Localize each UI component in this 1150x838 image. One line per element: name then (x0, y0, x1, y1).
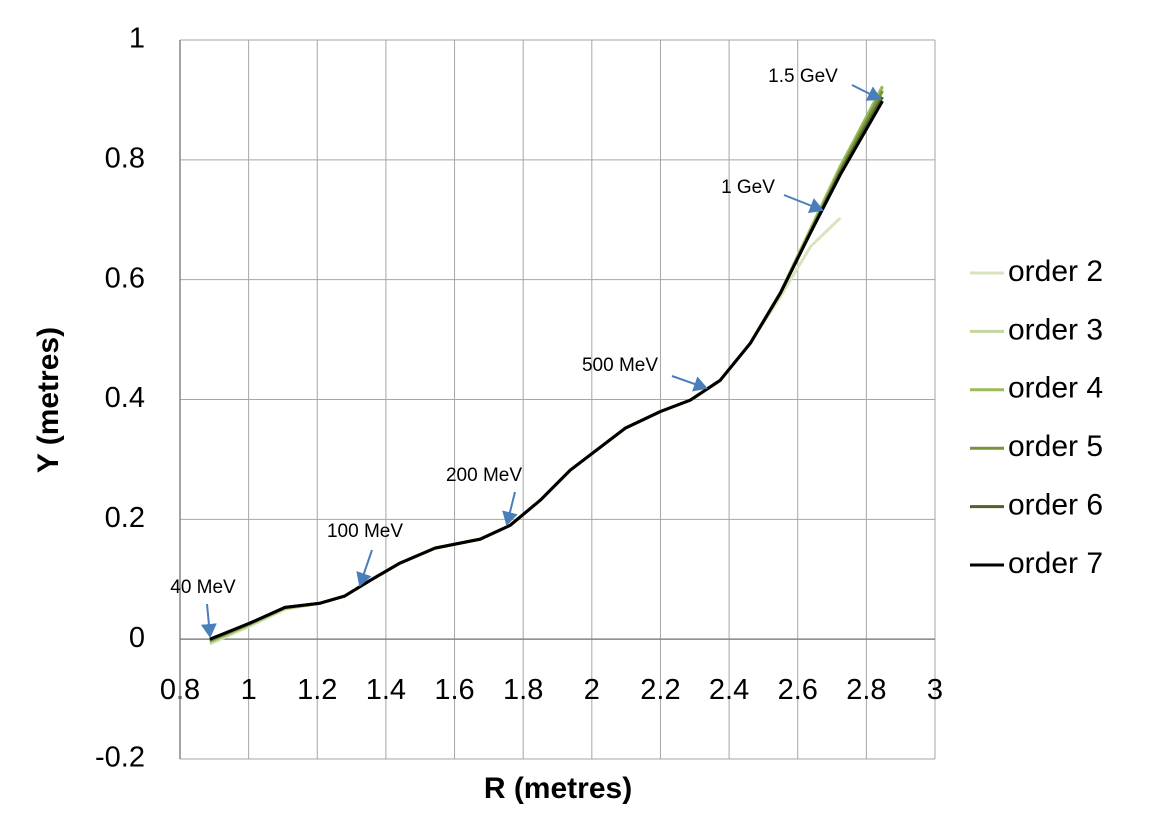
legend-label: order 6 (1008, 489, 1103, 522)
y-tick-label: 0.6 (105, 262, 145, 294)
annotation: 1.5 GeV (768, 66, 838, 87)
x-tick-label: 1.6 (434, 674, 474, 706)
x-tick-label: 1.4 (366, 674, 406, 706)
annotation: 100 MeV (327, 521, 403, 542)
annotation-arrow (356, 549, 373, 587)
legend-label: order 4 (1008, 372, 1103, 405)
annotation-arrow (502, 491, 518, 526)
series-line (209, 85, 884, 643)
legend-label: order 5 (1008, 430, 1103, 463)
y-tick-label: 0.8 (105, 142, 145, 174)
annotation-arrow (851, 84, 882, 101)
series-line (209, 216, 842, 646)
series-line (209, 100, 884, 641)
legend-label: order 7 (1008, 547, 1103, 580)
x-tick-label: 2.2 (640, 674, 680, 706)
annotation-arrow (200, 603, 217, 638)
annotation: 40 MeV (170, 577, 236, 598)
series-line (209, 87, 884, 645)
series-line (209, 90, 884, 642)
x-axis-label: R (metres) (484, 772, 632, 805)
x-tick-label: 1.8 (503, 674, 543, 706)
annotation: 1 GeV (721, 177, 775, 198)
x-tick-label: 2 (584, 674, 600, 706)
y-axis-label: Y (metres) (32, 327, 65, 473)
y-tick-label: 1 (129, 23, 145, 55)
annotation: 200 MeV (446, 465, 522, 486)
annotation-arrow (671, 375, 708, 392)
annotation: 500 MeV (582, 355, 658, 376)
y-tick-label: 0.4 (105, 382, 145, 414)
legend-label: order 2 (1008, 255, 1103, 288)
x-tick-label: 2.6 (778, 674, 818, 706)
x-tick-label: 2.8 (846, 674, 886, 706)
series-line (209, 96, 884, 642)
legend-label: order 3 (1008, 313, 1103, 346)
x-tick-label: 3 (927, 674, 943, 706)
x-tick-label: 2.4 (709, 674, 749, 706)
y-tick-label: -0.2 (95, 742, 145, 774)
annotation-arrow (783, 194, 824, 214)
y-tick-label: 0 (129, 622, 145, 654)
x-tick-label: 1 (241, 674, 257, 706)
x-tick-label: 1.2 (297, 674, 337, 706)
y-tick-label: 0.2 (105, 502, 145, 534)
